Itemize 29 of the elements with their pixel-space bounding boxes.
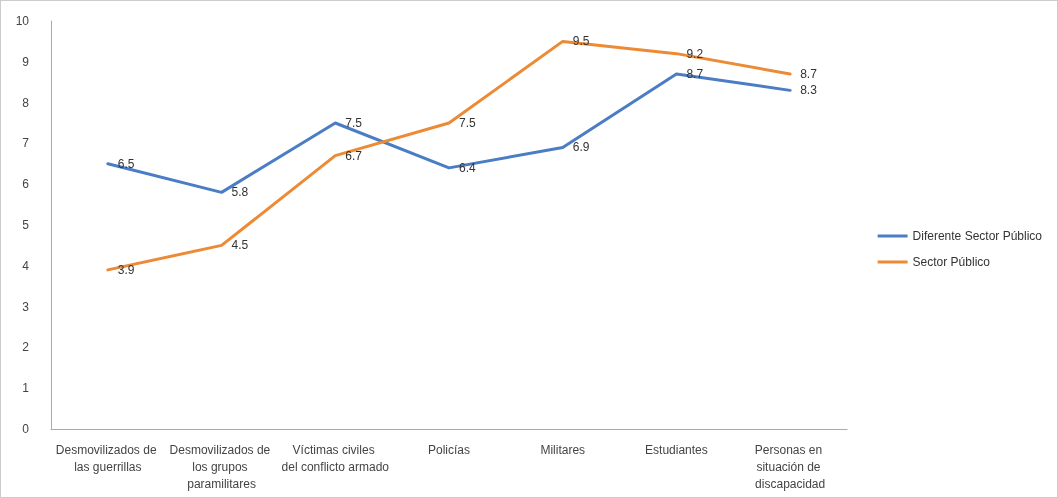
y-tick-label: 0: [22, 422, 30, 436]
y-tick-label: 10: [15, 14, 30, 28]
y-tick-label: 1: [22, 381, 30, 396]
data-label: 6.9: [572, 140, 590, 155]
y-tick-label: 9: [22, 54, 30, 69]
y-tick-label: 7: [22, 136, 30, 151]
data-label: 8.7: [800, 67, 818, 82]
y-tick-label: 5: [22, 218, 30, 232]
x-tick-label: Víctimas civiles del conflicto armado: [281, 442, 390, 474]
data-label: 7.5: [459, 116, 477, 130]
x-tick-label: Estudiantes: [645, 442, 708, 457]
legend-label: Sector Público: [912, 255, 991, 269]
x-tick-label: Desmovilizados de las guerrillas: [55, 442, 160, 474]
y-tick-label: 3: [22, 299, 30, 314]
data-label: 5.8: [231, 185, 249, 200]
y-tick-label: 8: [22, 95, 30, 110]
data-label: 3.9: [117, 262, 135, 277]
legend-label: Diferente Sector Público: [912, 229, 1043, 243]
y-tick-label: 2: [22, 340, 30, 355]
data-label: 6.7: [345, 148, 363, 163]
data-label: 7.5: [345, 116, 363, 130]
y-tick-label: 4: [22, 258, 30, 273]
data-label: 8.3: [800, 83, 818, 98]
x-tick-label: Policías: [427, 442, 471, 457]
x-tick-label: Desmovilizados de los grupos paramilitares: [169, 442, 274, 491]
x-tick-label: Militares: [540, 442, 586, 457]
x-tick-label: Personas en situación de discapacidad: [754, 442, 826, 491]
y-tick-label: 6: [22, 177, 30, 192]
data-label: 4.5: [231, 238, 249, 253]
